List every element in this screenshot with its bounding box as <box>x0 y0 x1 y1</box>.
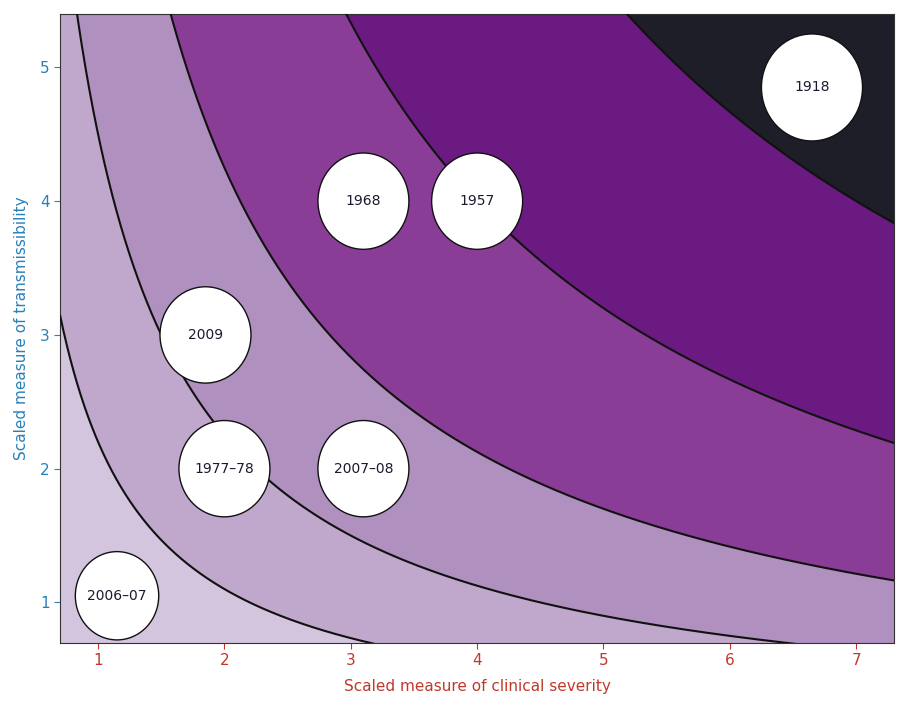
Circle shape <box>431 153 523 249</box>
Text: 1918: 1918 <box>794 81 830 94</box>
X-axis label: Scaled measure of clinical severity: Scaled measure of clinical severity <box>344 679 610 694</box>
Circle shape <box>179 421 270 517</box>
Text: 1968: 1968 <box>346 194 381 208</box>
Text: 1977–78: 1977–78 <box>194 462 254 476</box>
Text: 1957: 1957 <box>459 194 495 208</box>
Text: 2009: 2009 <box>188 328 223 342</box>
Circle shape <box>75 552 159 640</box>
Circle shape <box>318 421 409 517</box>
Circle shape <box>160 287 251 383</box>
Text: 2006–07: 2006–07 <box>87 589 147 603</box>
Circle shape <box>762 34 863 141</box>
Text: 2007–08: 2007–08 <box>333 462 393 476</box>
Circle shape <box>318 153 409 249</box>
Y-axis label: Scaled measure of transmissibility: Scaled measure of transmissibility <box>14 196 29 460</box>
